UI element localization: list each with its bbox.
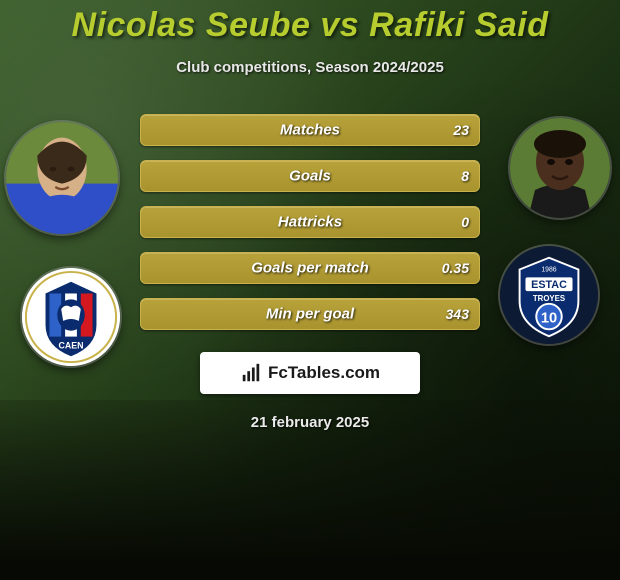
stat-right-value: 23 — [453, 122, 469, 138]
stat-right-value: 343 — [446, 306, 469, 322]
svg-text:ESTAC: ESTAC — [531, 279, 567, 291]
stat-row-hattricks: Hattricks 0 — [140, 206, 480, 238]
player-left-portrait-icon — [6, 122, 118, 234]
branding-badge: FcTables.com — [200, 352, 420, 394]
stat-row-goals: Goals 8 — [140, 160, 480, 192]
svg-text:CAEN: CAEN — [59, 340, 84, 350]
club-left-crest: CAEN — [22, 268, 120, 366]
stat-row-goals-per-match: Goals per match 0.35 — [140, 252, 480, 284]
stat-label: Hattricks — [278, 214, 342, 231]
player-left-avatar — [6, 122, 118, 234]
stat-row-matches: Matches 23 — [140, 114, 480, 146]
player-right-portrait-icon — [510, 118, 610, 218]
stat-label: Goals — [289, 168, 331, 185]
stat-row-min-per-goal: Min per goal 343 — [140, 298, 480, 330]
stat-label: Min per goal — [266, 306, 354, 323]
player-right-avatar — [510, 118, 610, 218]
svg-text:1986: 1986 — [541, 266, 556, 273]
club-right-crest: 1986 ESTAC TROYES 10 — [500, 246, 598, 344]
stat-right-value: 0 — [461, 214, 469, 230]
caen-crest-icon: CAEN — [22, 268, 120, 366]
branding-text: FcTables.com — [268, 363, 380, 383]
page-subtitle: Club competitions, Season 2024/2025 — [0, 59, 620, 76]
footer-date: 21 february 2025 — [0, 414, 620, 431]
stat-right-value: 8 — [461, 168, 469, 184]
svg-text:TROYES: TROYES — [533, 294, 565, 303]
stat-label: Matches — [280, 122, 340, 139]
stat-label: Goals per match — [251, 260, 369, 277]
chart-icon — [240, 362, 262, 384]
troyes-crest-icon: 1986 ESTAC TROYES 10 — [500, 246, 598, 344]
svg-text:10: 10 — [541, 310, 557, 326]
stat-bars: Matches 23 Goals 8 Hattricks 0 Goals per… — [140, 112, 480, 330]
comparison-stage: CAEN 1986 ESTAC TROYES 10 Matches 23 — [0, 112, 620, 431]
content-wrap: Nicolas Seube vs Rafiki Said Club compet… — [0, 0, 620, 431]
page-title: Nicolas Seube vs Rafiki Said — [0, 6, 620, 45]
stat-right-value: 0.35 — [442, 260, 469, 276]
